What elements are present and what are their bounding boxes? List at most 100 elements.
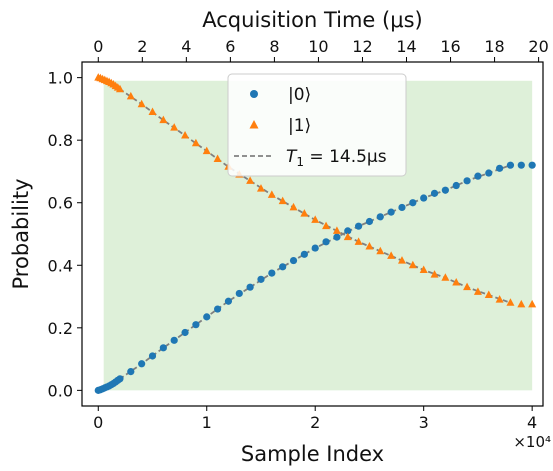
- ticks-layer: 0 1 2 3 40 2 4 6 8 10 12 14 16 18 200.00.20.40.60.81.0: [48, 37, 549, 432]
- y-tick-label: 0.2: [48, 319, 73, 338]
- t1-fit-curve-lower: [97, 164, 511, 392]
- data-point-state-0: [235, 289, 243, 298]
- x2-tick-label: 0: [93, 37, 103, 56]
- data-point-state-0: [398, 203, 406, 212]
- data-point-state-1: [408, 260, 417, 269]
- data-point-state-1: [343, 232, 352, 241]
- legend-marker-state-1: [249, 120, 259, 129]
- data-point-state-0: [344, 227, 352, 235]
- data-point-state-0: [441, 186, 449, 194]
- data-point-state-1: [397, 256, 406, 264]
- x-axis-title: Sample Index: [241, 442, 384, 466]
- data-point-state-1: [430, 270, 439, 278]
- data-point-state-1: [246, 176, 255, 184]
- x-tick-label: 2: [310, 413, 320, 432]
- data-point-state-1: [354, 237, 363, 245]
- data-point-state-0: [452, 181, 460, 190]
- data-point-state-0: [170, 336, 178, 344]
- x-tick-label: 1: [202, 413, 212, 432]
- x2-tick-label: 20: [528, 37, 548, 56]
- data-point-state-1: [126, 91, 135, 100]
- x2-tick-label: 6: [225, 37, 235, 56]
- data-point-state-1: [170, 123, 179, 131]
- data-point-state-1: [528, 299, 537, 308]
- legend-marker-state-0: [250, 90, 258, 98]
- data-point-state-0: [355, 222, 363, 230]
- x2-tick-label: 2: [137, 37, 147, 56]
- data-point-state-1: [506, 298, 515, 306]
- legend: |0⟩ |1⟩ T1 = 14.5μs: [227, 73, 407, 177]
- data-point-state-0: [528, 161, 536, 169]
- x2-tick-label: 4: [181, 37, 191, 56]
- legend-label-state-1: |1⟩: [288, 116, 311, 136]
- x-axis-offset-label: ×10⁴: [513, 433, 551, 451]
- data-point-state-1: [159, 115, 168, 124]
- data-point-state-1: [137, 99, 146, 108]
- x2-tick-label: 10: [308, 37, 328, 56]
- data-points-layer: [94, 73, 537, 394]
- y-tick-label: 0.0: [48, 381, 73, 400]
- data-point-state-0: [322, 238, 330, 246]
- legend-label-t1-sub: 1: [296, 155, 304, 169]
- y-tick-label: 0.8: [48, 131, 73, 150]
- data-point-state-0: [148, 352, 157, 360]
- data-point-state-0: [517, 161, 525, 169]
- data-point-state-0: [213, 305, 222, 313]
- data-point-state-1: [517, 299, 526, 308]
- data-point-state-0: [463, 177, 471, 185]
- data-point-state-0: [181, 328, 189, 337]
- data-point-state-0: [496, 164, 504, 172]
- x2-tick-label: 12: [352, 37, 372, 56]
- legend-label-t1-rest: = 14.5μs: [304, 147, 387, 167]
- y-tick-label: 0.6: [48, 194, 73, 213]
- x-tick-label: 3: [419, 413, 429, 432]
- plot-frame: [81, 61, 544, 407]
- data-point-state-1: [387, 251, 396, 259]
- data-point-state-1: [202, 146, 211, 155]
- y-tick-label: 1.0: [48, 69, 73, 88]
- data-point-state-0: [485, 169, 493, 177]
- legend-label-t1-main: T: [286, 147, 298, 167]
- data-point-state-0: [203, 313, 211, 321]
- data-point-state-1: [213, 154, 222, 162]
- y-tick-label: 0.4: [48, 256, 73, 275]
- data-point-state-0: [376, 213, 384, 221]
- legend-box: [227, 73, 407, 177]
- data-point-state-0: [333, 233, 341, 241]
- data-point-state-0: [127, 368, 135, 376]
- data-point-state-1: [365, 242, 374, 250]
- data-point-state-0: [224, 297, 233, 305]
- data-point-state-0: [138, 360, 146, 368]
- data-point-state-0: [159, 344, 167, 352]
- data-point-state-1: [191, 138, 200, 147]
- data-point-state-0: [474, 172, 482, 180]
- legend-label-state-0: |0⟩: [288, 85, 311, 105]
- x2-axis-title: Acquisition Time (μs): [202, 8, 422, 32]
- data-point-state-1: [419, 265, 428, 273]
- data-point-state-0: [257, 275, 265, 283]
- data-point-state-1: [148, 107, 157, 116]
- data-point-state-1: [256, 184, 265, 192]
- data-point-state-0: [116, 375, 124, 383]
- data-point-state-1: [376, 246, 385, 255]
- data-point-state-0: [311, 244, 319, 252]
- data-point-state-0: [192, 321, 200, 329]
- y-axis-title: Probability: [9, 178, 33, 289]
- data-point-state-1: [484, 290, 493, 298]
- data-point-state-1: [473, 287, 482, 295]
- data-point-state-0: [279, 263, 287, 271]
- x-tick-label: 4: [527, 413, 537, 432]
- data-point-state-0: [387, 208, 395, 216]
- data-point-state-1: [181, 130, 190, 139]
- data-point-state-0: [300, 250, 308, 258]
- data-point-state-0: [430, 189, 439, 197]
- data-point-state-1: [311, 215, 320, 223]
- data-point-state-1: [322, 221, 331, 230]
- data-point-state-1: [267, 190, 276, 198]
- x2-tick-label: 18: [484, 37, 504, 56]
- data-point-state-1: [452, 277, 461, 286]
- data-point-state-0: [268, 269, 276, 277]
- data-point-state-1: [300, 209, 309, 217]
